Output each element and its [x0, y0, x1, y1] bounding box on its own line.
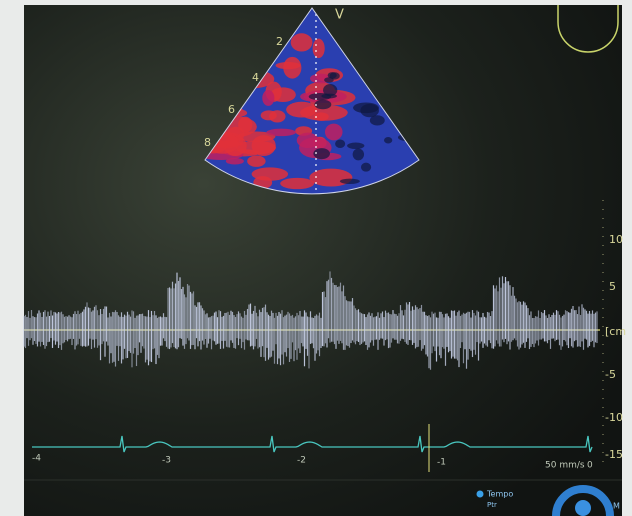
- flow-blob: [347, 142, 365, 150]
- time-label: -4: [32, 454, 41, 464]
- scan-dot: [315, 56, 317, 58]
- flow-blob: [321, 93, 337, 99]
- time-label: -1: [437, 458, 446, 468]
- flow-blob: [238, 116, 253, 133]
- depth-label: 8: [204, 136, 211, 149]
- dial-center: [575, 500, 591, 516]
- scan-dot: [315, 140, 317, 142]
- scan-dot: [315, 50, 317, 52]
- flow-blob: [275, 61, 301, 70]
- flow-blob: [313, 112, 329, 121]
- depth-label: 2: [276, 35, 283, 48]
- scan-dot: [315, 116, 317, 118]
- flow-blob: [335, 139, 346, 149]
- scan-dot: [315, 146, 317, 148]
- corner-indicator: [557, 5, 619, 53]
- scan-dot: [315, 176, 317, 178]
- scan-dot: [315, 188, 317, 190]
- flow-blob: [314, 99, 332, 110]
- scan-dot: [315, 38, 317, 40]
- flow-blob: [247, 155, 266, 167]
- velocity-unit: [cm: [605, 325, 626, 338]
- scan-dot: [315, 26, 317, 28]
- flow-blob: [353, 102, 379, 114]
- flow-blob: [323, 84, 338, 97]
- velocity-label: -10: [605, 411, 623, 424]
- flow-blob: [313, 148, 330, 160]
- scan-dot: [315, 122, 317, 124]
- flow-blob: [266, 128, 297, 137]
- mode-label[interactable]: Tempo: [486, 490, 513, 499]
- mode-dot: [476, 490, 484, 498]
- flow-blob: [352, 148, 365, 161]
- depth-label: 4: [252, 71, 259, 84]
- flow-blob: [312, 38, 325, 59]
- velocity-label: 5: [609, 280, 616, 293]
- flow-blob: [269, 110, 286, 123]
- flow-blob: [339, 178, 360, 185]
- flow-blob: [286, 101, 318, 118]
- scan-dot: [315, 62, 317, 64]
- scan-dot: [315, 104, 317, 106]
- scan-dot: [315, 158, 317, 160]
- time-label: -2: [297, 456, 306, 466]
- scan-dot: [315, 86, 317, 88]
- flow-blob: [324, 123, 343, 141]
- flow-blob: [290, 33, 313, 52]
- flow-blob: [225, 157, 244, 165]
- edge-label: M: [613, 502, 620, 511]
- scan-dot: [315, 170, 317, 172]
- time-label: 0: [587, 461, 593, 471]
- sweep-speed: 50 mm/s: [545, 461, 585, 471]
- velocity-label: 10: [609, 233, 623, 246]
- orientation-marker: V: [335, 8, 344, 23]
- scan-dot: [315, 128, 317, 130]
- flow-blob: [360, 162, 372, 172]
- scan-dot: [315, 152, 317, 154]
- scan-dot: [315, 98, 317, 100]
- scan-dot: [315, 32, 317, 34]
- scan-dot: [315, 44, 317, 46]
- flow-blob: [384, 136, 393, 144]
- control-dial[interactable]: [552, 485, 614, 516]
- flow-blob: [262, 89, 275, 106]
- scan-dot: [315, 92, 317, 94]
- flow-blob: [280, 177, 315, 190]
- scan-dot: [315, 74, 317, 76]
- doppler-trace: [23, 271, 598, 370]
- scan-dot: [315, 80, 317, 82]
- depth-label: 6: [228, 103, 235, 116]
- velocity-label: -15: [605, 448, 623, 461]
- scan-dot: [315, 110, 317, 112]
- ecg-trace: [32, 435, 593, 453]
- scan-dot: [315, 182, 317, 184]
- scan-dot: [315, 164, 317, 166]
- scan-dot: [315, 68, 317, 70]
- scan-dot: [315, 134, 317, 136]
- velocity-label: -5: [605, 368, 616, 381]
- mode-sub: Ptr: [487, 501, 497, 509]
- flow-blob: [369, 115, 385, 126]
- time-label: -3: [162, 456, 171, 466]
- flow-blob: [251, 167, 289, 181]
- flow-blob: [329, 72, 340, 80]
- scan-dot: [315, 20, 317, 22]
- sector-outline: [204, 7, 420, 195]
